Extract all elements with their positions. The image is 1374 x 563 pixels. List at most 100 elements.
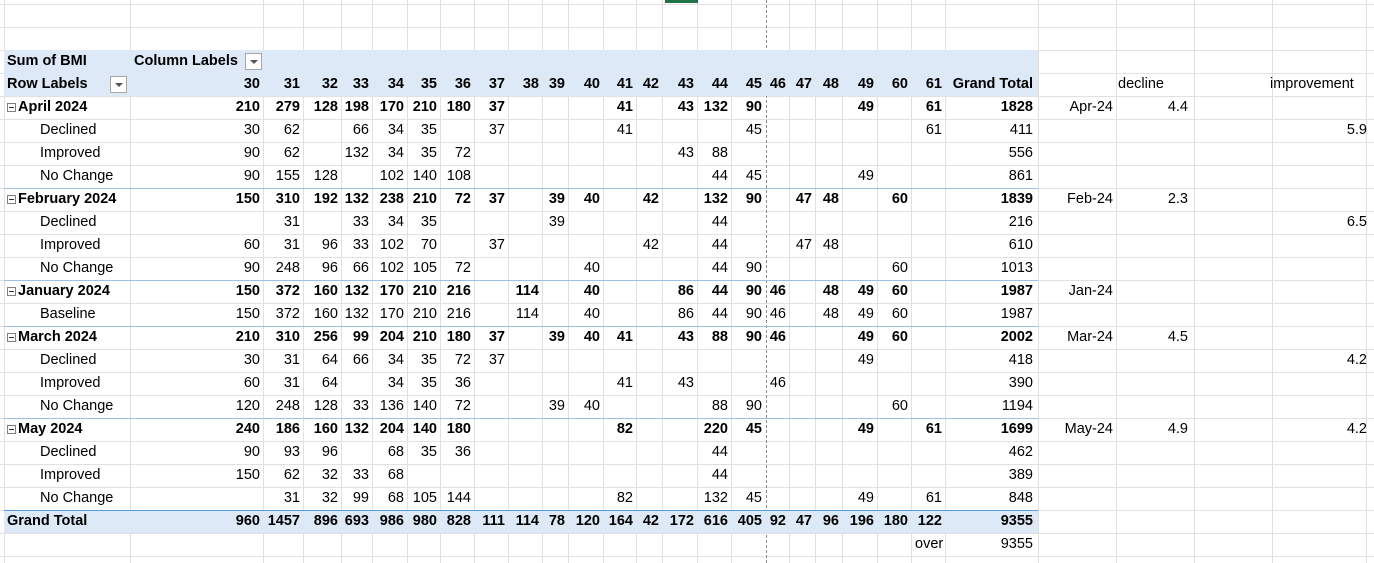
grand-total-value[interactable]: 172	[669, 513, 694, 529]
pivot-value-cell[interactable]: 62	[283, 122, 300, 138]
pivot-value-cell[interactable]: 44	[711, 168, 728, 184]
grand-total-value[interactable]: 164	[608, 513, 633, 529]
pivot-value-cell[interactable]: 66	[352, 352, 369, 368]
pivot-value-cell[interactable]: 48	[822, 306, 839, 322]
pivot-value-cell[interactable]: 48	[822, 237, 839, 253]
pivot-value-cell[interactable]: 248	[275, 398, 300, 414]
pivot-value-cell[interactable]: 128	[313, 398, 338, 414]
decline-value[interactable]: 4.4	[1167, 99, 1188, 115]
pivot-value-cell[interactable]: 180	[446, 99, 471, 115]
pivot-value-cell[interactable]: 90	[243, 260, 260, 276]
decline-value[interactable]: 4.5	[1167, 329, 1188, 345]
grand-total-value[interactable]: 78	[548, 513, 565, 529]
pivot-value-cell[interactable]: 170	[379, 283, 404, 299]
pivot-value-cell[interactable]: 34	[387, 352, 404, 368]
pivot-value-cell[interactable]: 90	[745, 283, 762, 299]
pivot-value-cell[interactable]: 150	[235, 306, 260, 322]
pivot-value-cell[interactable]: 1699	[1000, 421, 1033, 437]
collapse-toggle-icon[interactable]	[7, 333, 16, 342]
month-cell[interactable]: Jan-24	[1068, 283, 1113, 299]
pivot-value-cell[interactable]: 150	[235, 467, 260, 483]
grand-total-value[interactable]: 980	[412, 513, 437, 529]
pivot-value-cell[interactable]: 90	[745, 398, 762, 414]
pivot-value-cell[interactable]: 60	[891, 306, 908, 322]
pivot-value-cell[interactable]: 1013	[1000, 260, 1033, 276]
column-labels-filter-dropdown[interactable]	[245, 53, 262, 70]
pivot-value-cell[interactable]: 61	[925, 122, 942, 138]
pivot-value-cell[interactable]: 36	[454, 444, 471, 460]
grand-total-value[interactable]: 405	[737, 513, 762, 529]
row-group-label[interactable]: March 2024	[7, 326, 97, 349]
pivot-value-cell[interactable]: 132	[703, 191, 728, 207]
pivot-value-cell[interactable]: 180	[446, 329, 471, 345]
grand-total-value[interactable]: 111	[482, 513, 505, 529]
pivot-value-cell[interactable]: 44	[711, 283, 728, 299]
pivot-value-cell[interactable]: 60	[891, 283, 908, 299]
pivot-value-cell[interactable]: 2002	[1000, 329, 1033, 345]
pivot-value-cell[interactable]: 41	[616, 375, 633, 391]
pivot-value-cell[interactable]: 99	[352, 329, 369, 345]
pivot-value-cell[interactable]: 44	[711, 237, 728, 253]
pivot-value-cell[interactable]: 44	[711, 260, 728, 276]
pivot-value-cell[interactable]: 46	[769, 283, 786, 299]
pivot-value-cell[interactable]: 90	[745, 329, 762, 345]
grand-total-value[interactable]: 896	[313, 513, 338, 529]
month-cell[interactable]: Apr-24	[1069, 99, 1113, 115]
pivot-value-cell[interactable]: 90	[745, 306, 762, 322]
pivot-value-cell[interactable]: 42	[642, 191, 659, 207]
grand-total-value[interactable]: 9355	[1000, 513, 1033, 529]
pivot-value-cell[interactable]: 60	[891, 260, 908, 276]
grand-total-value[interactable]: 693	[344, 513, 369, 529]
pivot-value-cell[interactable]: 210	[412, 191, 437, 207]
pivot-value-cell[interactable]: 68	[387, 490, 404, 506]
pivot-value-cell[interactable]: 462	[1008, 444, 1033, 460]
pivot-value-cell[interactable]: 216	[446, 283, 471, 299]
pivot-value-cell[interactable]: 132	[344, 191, 369, 207]
pivot-value-cell[interactable]: 31	[283, 490, 300, 506]
pivot-value-cell[interactable]: 61	[925, 490, 942, 506]
pivot-value-cell[interactable]: 216	[1008, 214, 1033, 230]
pivot-value-cell[interactable]: 114	[515, 306, 539, 322]
pivot-value-cell[interactable]: 60	[891, 191, 908, 207]
pivot-value-cell[interactable]: 34	[387, 122, 404, 138]
pivot-value-cell[interactable]: 128	[313, 99, 338, 115]
pivot-value-cell[interactable]: 40	[583, 283, 600, 299]
pivot-value-cell[interactable]: 33	[352, 214, 369, 230]
pivot-value-cell[interactable]: 33	[352, 398, 369, 414]
pivot-value-cell[interactable]: 180	[446, 421, 471, 437]
pivot-value-cell[interactable]: 68	[387, 444, 404, 460]
pivot-value-cell[interactable]: 31	[283, 352, 300, 368]
pivot-value-cell[interactable]: 33	[352, 237, 369, 253]
improvement-value[interactable]: 4.2	[1346, 421, 1367, 437]
pivot-value-cell[interactable]: 35	[420, 375, 437, 391]
pivot-value-cell[interactable]: 96	[321, 237, 338, 253]
pivot-value-cell[interactable]: 45	[745, 122, 762, 138]
pivot-value-cell[interactable]: 43	[677, 375, 694, 391]
pivot-value-cell[interactable]: 88	[711, 145, 728, 161]
pivot-value-cell[interactable]: 72	[454, 145, 471, 161]
pivot-value-cell[interactable]: 210	[235, 99, 260, 115]
pivot-value-cell[interactable]: 210	[412, 329, 437, 345]
pivot-value-cell[interactable]: 90	[745, 260, 762, 276]
pivot-value-cell[interactable]: 72	[454, 191, 471, 207]
pivot-value-cell[interactable]: 102	[379, 237, 404, 253]
pivot-value-cell[interactable]: 90	[243, 145, 260, 161]
pivot-value-cell[interactable]: 192	[313, 191, 338, 207]
pivot-value-cell[interactable]: 45	[745, 421, 762, 437]
grand-total-value[interactable]: 42	[642, 513, 659, 529]
pivot-value-cell[interactable]: 170	[379, 99, 404, 115]
pivot-value-cell[interactable]: 310	[275, 329, 300, 345]
pivot-value-cell[interactable]: 132	[703, 490, 728, 506]
pivot-value-cell[interactable]: 31	[283, 237, 300, 253]
pivot-value-cell[interactable]: 150	[235, 191, 260, 207]
pivot-value-cell[interactable]: 31	[283, 375, 300, 391]
pivot-value-cell[interactable]: 372	[275, 283, 300, 299]
row-group-label[interactable]: April 2024	[7, 96, 87, 119]
pivot-value-cell[interactable]: 49	[857, 421, 874, 437]
pivot-value-cell[interactable]: 90	[745, 191, 762, 207]
pivot-value-cell[interactable]: 39	[548, 214, 565, 230]
grand-total-value[interactable]: 180	[883, 513, 908, 529]
grand-total-value[interactable]: 114	[515, 513, 539, 529]
pivot-value-cell[interactable]: 90	[243, 444, 260, 460]
pivot-value-cell[interactable]: 144	[446, 490, 471, 506]
